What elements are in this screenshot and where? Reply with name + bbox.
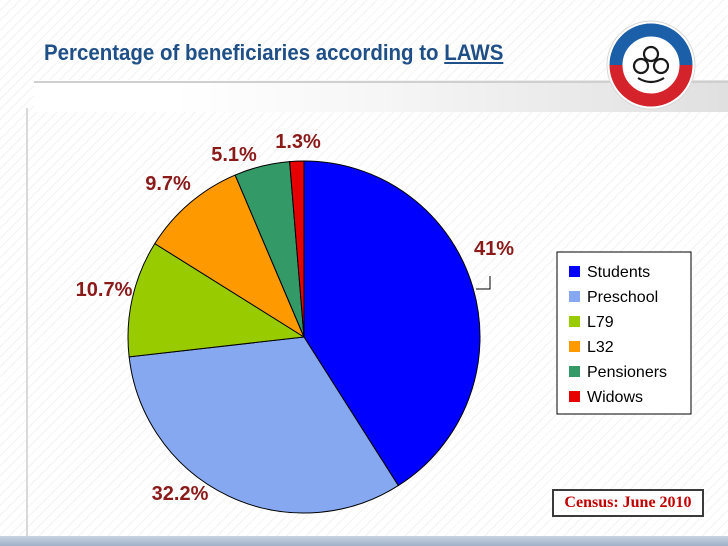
left-divider bbox=[26, 108, 28, 538]
legend-swatch-pensioners bbox=[569, 366, 580, 377]
data-label-widows: 1.3% bbox=[275, 131, 321, 153]
legend-swatch-widows bbox=[569, 391, 580, 402]
organization-logo bbox=[606, 20, 696, 110]
data-labels: 41% 32.2% 10.7% 9.7% 5.1% 1.3% bbox=[76, 131, 515, 505]
legend-swatch-l79 bbox=[569, 316, 580, 327]
legend: Students Preschool L79 L32 Pensioners Widows bbox=[556, 251, 692, 415]
legend-label-widows: Widows bbox=[587, 389, 643, 406]
legend-label-l32: L32 bbox=[587, 339, 614, 356]
data-label-preschool: 32.2% bbox=[152, 483, 209, 505]
pie-slice-preschool bbox=[128, 336, 400, 514]
data-label-l79: 10.7% bbox=[76, 279, 133, 301]
data-label-students: 41% bbox=[474, 238, 514, 260]
legend-label-l79: L79 bbox=[587, 314, 614, 331]
legend-swatch-preschool bbox=[569, 291, 580, 302]
title-rule bbox=[34, 81, 728, 83]
legend-frame bbox=[556, 251, 692, 415]
legend-swatch-l32 bbox=[569, 341, 580, 352]
pie-slice-students bbox=[303, 160, 481, 487]
legend-label-preschool: Preschool bbox=[587, 289, 658, 306]
pie-slice-l32 bbox=[154, 174, 306, 339]
legend-label-students: Students bbox=[587, 264, 650, 281]
bottom-band bbox=[0, 536, 728, 546]
slide-title-text: Percentage of beneficiaries according to bbox=[44, 40, 445, 65]
census-note: Census: June 2010 bbox=[552, 489, 704, 517]
data-label-pensioners: 5.1% bbox=[211, 144, 257, 166]
pie-slice-widows bbox=[289, 160, 305, 338]
leader-line bbox=[476, 276, 491, 290]
pie-slice-l79 bbox=[127, 242, 306, 358]
data-label-l32: 9.7% bbox=[145, 173, 191, 195]
legend-label-pensioners: Pensioners bbox=[587, 364, 667, 381]
legend-swatch-students bbox=[569, 266, 580, 277]
pie-slices bbox=[127, 160, 481, 514]
slide-title-emphasis: LAWS bbox=[444, 40, 504, 65]
slide-title: Percentage of beneficiaries according to… bbox=[44, 40, 503, 66]
